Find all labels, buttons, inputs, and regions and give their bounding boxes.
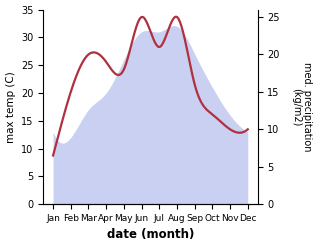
- X-axis label: date (month): date (month): [107, 228, 194, 242]
- Y-axis label: max temp (C): max temp (C): [5, 71, 16, 143]
- Y-axis label: med. precipitation
(kg/m2): med. precipitation (kg/m2): [291, 62, 313, 152]
